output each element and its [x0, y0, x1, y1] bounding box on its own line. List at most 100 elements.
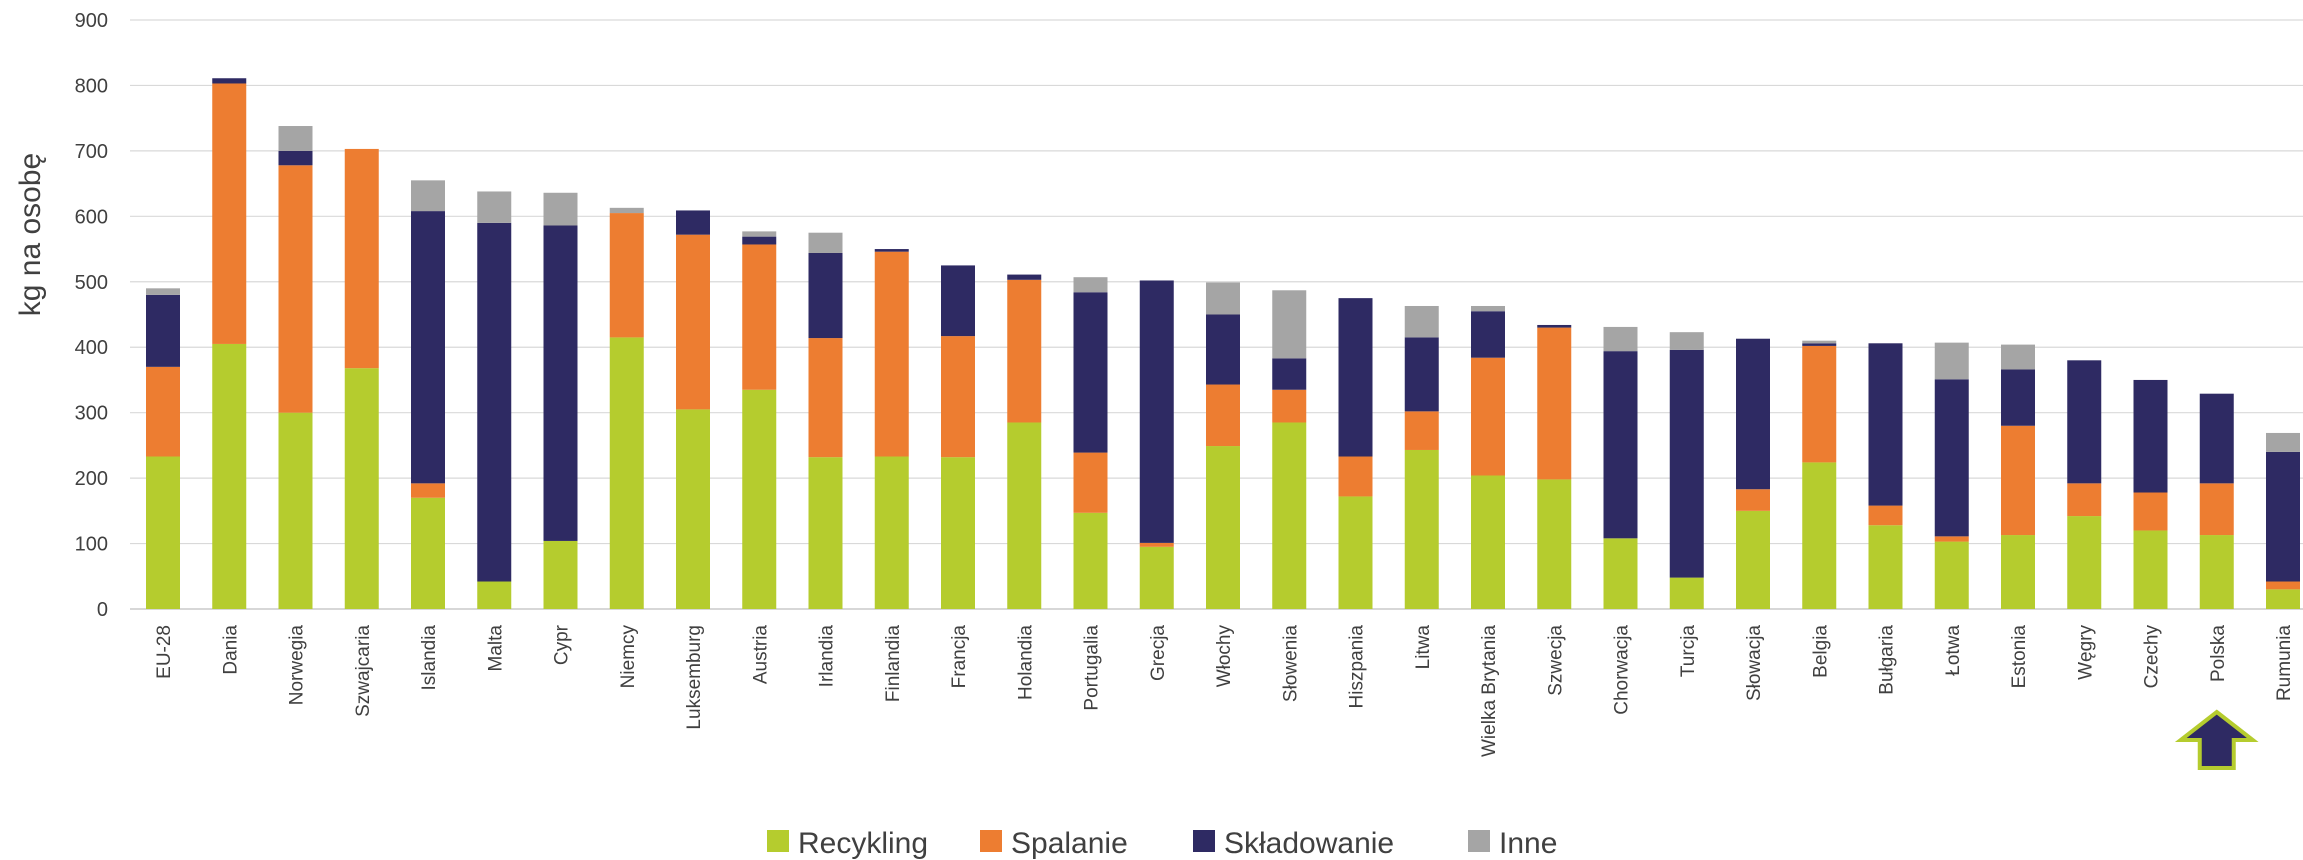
- bar-segment-recykling: [1073, 512, 1108, 609]
- legend-label: Składowanie: [1224, 827, 1394, 860]
- bar-segment-spalanie: [278, 165, 313, 413]
- x-tick-label: Węgry: [2075, 625, 2096, 680]
- y-tick-label: 800: [75, 75, 108, 97]
- bar-segment-składowanie: [1007, 274, 1042, 280]
- bar-segment-recykling: [676, 409, 710, 609]
- bar-segment-spalanie: [742, 244, 777, 390]
- up-arrow-icon: [2174, 709, 2259, 770]
- bar-segment-recykling: [278, 412, 313, 609]
- bar-segment-składowanie: [1073, 292, 1108, 453]
- x-tick-label: Litwa: [1413, 625, 1434, 670]
- bar-segment-inne: [477, 191, 512, 223]
- x-tick-label: Włochy: [1214, 625, 1235, 688]
- x-tick-label: Słowacja: [1744, 625, 1765, 701]
- bar-segment-składowanie: [411, 211, 445, 484]
- bar-segment-recykling: [1736, 510, 1770, 609]
- x-tick-label: Łotwa: [1943, 625, 1964, 676]
- y-axis-label: kg na osobę: [14, 153, 47, 316]
- bar-segment-składowanie: [1338, 298, 1373, 457]
- bar-segment-inne: [2001, 344, 2035, 370]
- x-tick-label: Szwecja: [1545, 625, 1566, 696]
- bar-segment-recykling: [1272, 422, 1307, 609]
- bar-segment-spalanie: [874, 251, 909, 457]
- bar-segment-spalanie: [1868, 505, 1903, 526]
- bar-segment-spalanie: [1404, 411, 1439, 450]
- bar-segment-składowanie: [808, 252, 843, 339]
- x-tick-label: Wielka Brytania: [1479, 625, 1500, 757]
- bar-segment-składowanie: [2199, 393, 2234, 484]
- bar-segment-recykling: [1669, 577, 1704, 609]
- bar-segment-składowanie: [1868, 343, 1903, 506]
- bar-segment-inne: [1206, 282, 1240, 315]
- bar-segment-inne: [1934, 342, 1969, 380]
- bar-segment-spalanie: [2266, 581, 2300, 590]
- x-tick-label: Rumunia: [2274, 625, 2295, 701]
- x-tick-label: Irlandia: [817, 625, 838, 688]
- bar-segment-recykling: [2266, 589, 2300, 609]
- bar-segment-inne: [1073, 277, 1108, 293]
- bar-segment-spalanie: [1471, 357, 1505, 476]
- bar-segment-inne: [1802, 340, 1837, 344]
- bar-segment-recykling: [2199, 535, 2234, 609]
- y-tick-label: 200: [75, 468, 108, 490]
- x-tick-label: Norwegia: [287, 625, 308, 706]
- bar-segment-inne: [609, 207, 644, 214]
- bar-segment-recykling: [543, 540, 578, 609]
- bar-segment-recykling: [1802, 462, 1837, 609]
- x-tick-label: Szwajcaria: [353, 625, 374, 717]
- x-tick-label: Bułgaria: [1877, 625, 1898, 695]
- bar-segment-składowanie: [676, 210, 710, 235]
- x-tick-label: Cypr: [552, 624, 573, 665]
- x-tick-label: Czechy: [2142, 625, 2163, 689]
- bar-segment-spalanie: [2067, 483, 2102, 517]
- x-tick-label: Polska: [2208, 625, 2229, 682]
- bar-segment-składowanie: [742, 236, 777, 245]
- legend-label: Spalanie: [1011, 827, 1128, 860]
- x-tick-label: EU-28: [154, 625, 175, 679]
- bar-segment-recykling: [1537, 479, 1572, 609]
- bar-segment-spalanie: [676, 234, 710, 410]
- bar-segment-recykling: [1934, 541, 1969, 609]
- bar-segment-składowanie: [941, 265, 975, 337]
- x-tick-label: Holandia: [1015, 625, 1036, 700]
- bar-segment-składowanie: [1603, 351, 1638, 539]
- bar-segment-spalanie: [1272, 389, 1307, 423]
- y-tick-label: 500: [75, 272, 108, 294]
- x-tick-label: Słowenia: [1280, 625, 1301, 703]
- bar-segment-inne: [808, 232, 843, 253]
- x-tick-label: Austria: [750, 625, 771, 685]
- bar-segment-recykling: [2133, 530, 2168, 609]
- bars: [146, 78, 2300, 609]
- x-tick-label: Hiszpania: [1347, 625, 1368, 709]
- legend-label: Inne: [1499, 827, 1557, 860]
- x-tick-label: Estonia: [2009, 625, 2030, 689]
- x-tick-label: Niemcy: [618, 625, 639, 689]
- bar-segment-spalanie: [1073, 452, 1108, 513]
- bar-segment-inne: [1669, 332, 1704, 350]
- bar-segment-spalanie: [212, 83, 247, 344]
- x-tick-label: Turcja: [1678, 625, 1699, 678]
- bar-segment-spalanie: [1537, 327, 1572, 480]
- bar-segment-recykling: [742, 389, 777, 609]
- bar-segment-spalanie: [2199, 483, 2234, 536]
- bar-segment-inne: [1603, 326, 1638, 352]
- bar-segment-inne: [543, 192, 578, 226]
- bar-segment-składowanie: [2001, 369, 2035, 426]
- bar-segment-recykling: [146, 456, 180, 609]
- y-axis-ticks: 0 100 200 300 400 500 600 700 800 900: [75, 10, 108, 621]
- x-tick-label: Dania: [220, 625, 241, 675]
- x-tick-label: Malta: [485, 625, 506, 672]
- bar-segment-składowanie: [1736, 338, 1770, 490]
- bar-segment-inne: [1471, 305, 1505, 312]
- bar-segment-spalanie: [1007, 279, 1042, 423]
- bar-segment-składowanie: [874, 249, 909, 252]
- bar-segment-spalanie: [2001, 425, 2035, 536]
- legend-swatch-składowanie: [1193, 830, 1215, 852]
- bar-segment-spalanie: [146, 366, 180, 457]
- bar-segment-recykling: [808, 457, 843, 609]
- x-tick-label: Finlandia: [883, 625, 904, 703]
- bar-segment-składowanie: [1471, 311, 1505, 358]
- bar-segment-recykling: [1404, 449, 1439, 609]
- bar-segment-składowanie: [278, 150, 313, 166]
